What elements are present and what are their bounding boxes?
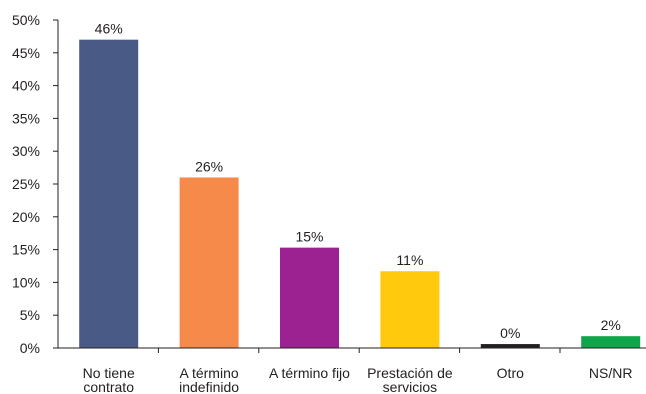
- x-category-label: servicios: [383, 379, 437, 394]
- y-tick-label: 10%: [12, 274, 40, 290]
- y-tick-label: 25%: [12, 176, 40, 192]
- y-tick-label: 5%: [20, 307, 40, 323]
- bar-data-label: 11%: [396, 252, 423, 268]
- data-labels: 46% 26% 15% 11% 0% 2%: [95, 21, 621, 341]
- y-tick-label: 50%: [12, 12, 40, 28]
- bar: [179, 177, 239, 348]
- x-category-label: Otro: [497, 365, 524, 381]
- x-category-label: No tiene: [83, 365, 135, 381]
- y-tick-label: 20%: [12, 209, 40, 225]
- bar: [79, 39, 139, 349]
- y-tick-label: 40%: [12, 78, 40, 94]
- y-tick-label: 15%: [12, 242, 40, 258]
- x-category-label: Prestación de: [367, 365, 453, 381]
- x-category-label: indefinido: [179, 379, 239, 394]
- y-tick-label: 35%: [12, 110, 40, 126]
- y-tick-label: 45%: [12, 45, 40, 61]
- bars: [79, 39, 641, 349]
- x-category-label: A término fijo: [269, 365, 350, 381]
- bar-data-label: 0%: [500, 325, 520, 341]
- bar: [581, 336, 641, 348]
- y-tick-label: 30%: [12, 143, 40, 159]
- x-category-label: contrato: [83, 379, 134, 394]
- bar: [280, 247, 339, 348]
- bar-data-label: 2%: [601, 317, 621, 333]
- bar: [480, 344, 540, 348]
- bar-data-label: 26%: [195, 158, 223, 174]
- x-category-label: A término: [180, 365, 239, 381]
- x-category-label: NS/NR: [589, 365, 633, 381]
- bar-data-label: 46%: [95, 21, 123, 37]
- bar: [380, 271, 440, 348]
- y-axis: 0% 5% 10% 15% 20% 25% 30% 35% 40% 45% 50%: [12, 12, 59, 356]
- y-tick-label: 0%: [20, 340, 40, 356]
- bar-data-label: 15%: [295, 229, 323, 245]
